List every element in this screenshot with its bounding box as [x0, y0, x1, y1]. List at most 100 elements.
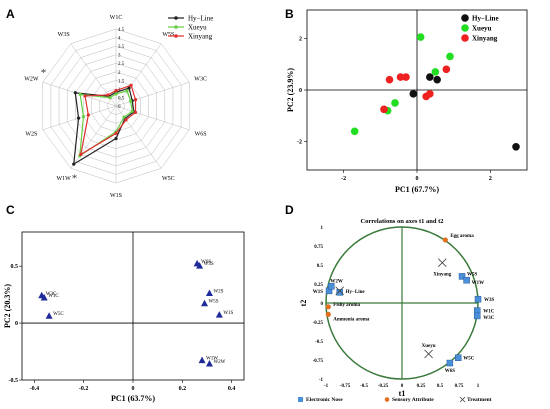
x-tick-label: -0.75	[340, 384, 351, 389]
loading-point	[45, 312, 53, 319]
y-tick-label: 0	[321, 302, 324, 307]
point-label: W6S	[445, 369, 456, 374]
point-label: W1C	[483, 310, 495, 315]
radar-point	[133, 110, 138, 114]
y-axis-label: PC2 (20.3%)	[3, 284, 12, 328]
radar-r-tick: 4.5	[118, 28, 125, 33]
radar-point	[108, 96, 112, 100]
legend-label: Treatment	[467, 397, 492, 403]
scatter-point	[416, 33, 425, 41]
radar-point	[124, 118, 128, 122]
loading-point	[196, 262, 204, 269]
point-label: W3C	[46, 292, 57, 297]
radar-point	[129, 99, 133, 103]
loading-point	[205, 289, 213, 296]
treatment-point	[437, 258, 447, 268]
point-label: Ammonia aroma	[333, 317, 370, 322]
pca-loading-c: -0.4 -0.2 0 0.2 0.4 -0.5 0 0.5 PC1 (63.7%) PC2 (2…	[3, 231, 245, 403]
legend-marker	[461, 14, 469, 22]
electronic-nose-point	[463, 276, 470, 284]
point-label: W5C	[463, 357, 475, 362]
scatter-point	[385, 75, 394, 84]
radar-spoke	[115, 81, 190, 107]
radar-axis-label: W1S	[110, 193, 122, 199]
panel-letter-d: D	[285, 203, 294, 217]
treatment-point	[335, 286, 344, 296]
legend-marker-treatment	[459, 396, 466, 403]
x-axis-label: PC1 (63.7%)	[111, 394, 155, 403]
electronic-nose-point	[458, 273, 466, 280]
panel-letter-a: A	[6, 7, 15, 21]
radar-axis-label: W3C	[194, 76, 207, 82]
electronic-nose-point	[446, 359, 454, 367]
legend-marker	[461, 34, 469, 42]
scatter-point	[409, 90, 418, 98]
panel-letter-b: B	[285, 7, 294, 21]
legend-label: Xinyang	[472, 35, 498, 43]
panel-letter-c: C	[6, 203, 15, 217]
radar-axis-label: W5C	[162, 176, 175, 182]
sensory-attribute-point	[325, 304, 331, 310]
chart-title: Correlations on axes t1 and t2	[360, 218, 443, 225]
y-tick-label: -0.25	[313, 321, 324, 326]
loading-point	[215, 311, 223, 318]
radar-point	[114, 92, 118, 96]
radar-point	[106, 93, 110, 97]
radar-r-tick: 2.5	[118, 62, 125, 67]
radar-r-tick: 4	[118, 37, 121, 42]
x-tick-label: -1	[324, 384, 329, 389]
radar-point	[122, 115, 126, 119]
scatter-point	[512, 142, 520, 151]
point-label: W3C	[483, 316, 495, 321]
radar-point	[78, 92, 82, 96]
x-tick-label: -2	[341, 176, 346, 182]
radar-r-tick: 2	[118, 71, 121, 76]
point-label: W3S	[484, 298, 495, 303]
scatter-point	[426, 73, 434, 81]
y-tick-label: -0.75	[313, 359, 324, 364]
radar-point	[133, 98, 138, 102]
radar-r-tick: 0.5	[118, 96, 125, 101]
radar-point	[73, 91, 77, 95]
point-label: W1W	[206, 357, 218, 362]
point-label: W2W	[213, 360, 225, 365]
point-label: W1W	[472, 281, 485, 286]
electronic-nose-point	[474, 295, 482, 303]
legend-marker-electronic-nose	[298, 397, 303, 402]
point-label: W1C	[48, 294, 59, 299]
y-tick-label: 2	[299, 36, 302, 42]
x-tick-label: -0.4	[30, 386, 40, 392]
y-tick-label: 0.25	[314, 283, 323, 288]
radar-point	[81, 114, 86, 119]
legend-label: Sensory Attribute	[392, 397, 434, 403]
radar-point	[86, 113, 90, 117]
radar-point	[125, 89, 129, 93]
radar-point	[114, 89, 118, 93]
radar-point	[72, 162, 76, 166]
y-tick-label: -0.5	[315, 340, 323, 345]
y-axis-label: PC2 (23.9%)	[286, 68, 295, 112]
radar-point	[114, 131, 118, 135]
point-label: W2S	[213, 289, 223, 294]
radar-spoke	[115, 105, 162, 169]
x-tick-label: 1	[477, 384, 480, 389]
radar-r-tick: 1.5	[118, 79, 125, 84]
radar-r-tick: 1	[118, 88, 121, 93]
legend-marker	[174, 25, 178, 29]
scatter-point	[350, 127, 359, 136]
radar-point	[127, 86, 131, 90]
point-label: Egg aroma	[450, 234, 474, 239]
legend-marker	[174, 34, 178, 38]
correlation-circle-d: Correlations on axes t1 and t2 -1 -0.75 -0.…	[298, 218, 495, 403]
loading-point	[198, 356, 206, 364]
legend-label: Hy−Line	[472, 15, 499, 23]
legend-label: Electronic Nose	[306, 397, 343, 403]
legend-marker	[174, 16, 178, 20]
x-tick-label: -0.5	[360, 384, 368, 389]
point-label: W6S	[201, 260, 211, 265]
legend-label: Xinyang	[188, 33, 213, 41]
point-label: W1S	[313, 290, 324, 295]
scatter-point	[380, 105, 388, 114]
radar-axis-label: W6S	[195, 132, 207, 138]
